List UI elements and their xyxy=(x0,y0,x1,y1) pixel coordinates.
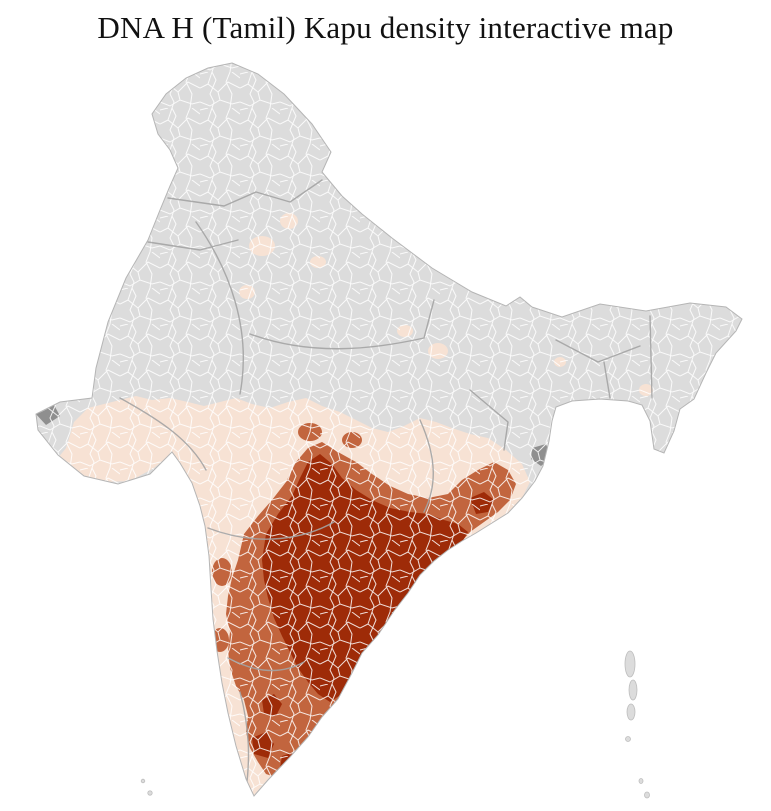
nicobar-island[interactable] xyxy=(644,791,650,799)
andaman-island[interactable] xyxy=(626,703,636,721)
lakshadweep-island[interactable] xyxy=(140,778,146,784)
lakshadweep-island[interactable] xyxy=(147,790,153,796)
map-title: DNA H (Tamil) Kapu density interactive m… xyxy=(97,9,674,45)
andaman-island[interactable] xyxy=(624,650,636,678)
nicobar-island[interactable] xyxy=(638,778,644,784)
state-borders xyxy=(119,179,653,791)
india-density-map[interactable] xyxy=(0,55,771,811)
andaman-island[interactable] xyxy=(628,679,638,701)
andaman-island[interactable] xyxy=(625,736,631,742)
title-bar: DNA H (Tamil) Kapu density interactive m… xyxy=(0,0,771,55)
district-mesh-overlay xyxy=(36,63,742,796)
coastline xyxy=(35,62,743,797)
